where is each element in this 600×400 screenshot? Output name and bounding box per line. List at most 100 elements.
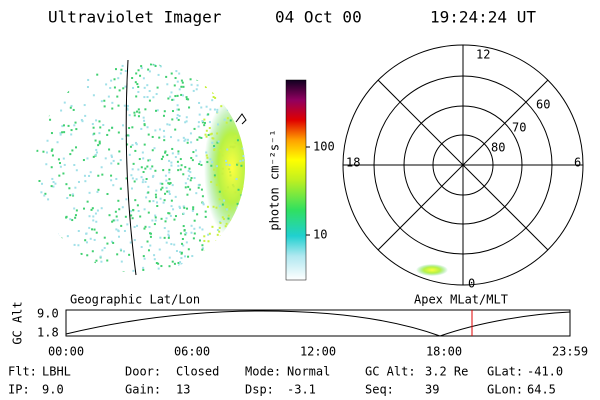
speckle bbox=[240, 195, 243, 198]
info-value: LBHL bbox=[42, 365, 71, 379]
speckle bbox=[75, 128, 78, 131]
speckle bbox=[137, 209, 140, 212]
speckle bbox=[92, 133, 95, 136]
speckle bbox=[110, 154, 113, 157]
speckle bbox=[168, 193, 171, 196]
speckle bbox=[204, 86, 207, 89]
speckle bbox=[208, 127, 211, 130]
speckle bbox=[198, 226, 201, 229]
speckle bbox=[52, 72, 55, 75]
speckle bbox=[196, 84, 199, 87]
speckle bbox=[155, 109, 158, 112]
speckle bbox=[200, 259, 203, 262]
speckle bbox=[92, 126, 95, 129]
speckle bbox=[146, 96, 149, 99]
speckle bbox=[56, 87, 59, 90]
speckle bbox=[219, 242, 222, 245]
speckle bbox=[86, 157, 89, 160]
speckle bbox=[75, 259, 78, 262]
speckle bbox=[73, 164, 76, 167]
speckle bbox=[169, 214, 172, 217]
speckle bbox=[213, 259, 216, 262]
speckle bbox=[221, 167, 224, 170]
speckle bbox=[51, 148, 54, 151]
speckle bbox=[88, 191, 91, 194]
speckle bbox=[140, 127, 143, 130]
alt-xtick-label: 18:00 bbox=[426, 345, 462, 359]
speckle bbox=[35, 201, 38, 204]
alt-xtick-label: 23:59 bbox=[552, 345, 588, 359]
speckle bbox=[223, 239, 226, 242]
speckle bbox=[168, 265, 171, 268]
speckle bbox=[154, 169, 157, 172]
speckle bbox=[233, 240, 236, 243]
info-label: Dsp: bbox=[245, 383, 274, 397]
speckle bbox=[148, 200, 151, 203]
info-label: Seq: bbox=[365, 383, 394, 397]
speckle bbox=[171, 118, 174, 121]
mlt-label: 0 bbox=[468, 277, 475, 291]
speckle bbox=[198, 239, 201, 242]
speckle bbox=[244, 198, 245, 201]
speckle bbox=[234, 98, 237, 101]
speckle bbox=[106, 133, 109, 136]
speckle bbox=[218, 230, 221, 233]
speckle bbox=[243, 218, 245, 221]
speckle bbox=[228, 63, 231, 66]
speckle bbox=[175, 250, 178, 253]
speckle bbox=[162, 169, 165, 172]
speckle bbox=[126, 108, 129, 111]
speckle bbox=[219, 235, 222, 238]
alt-tick-label: 9.0 bbox=[37, 307, 59, 321]
speckle bbox=[184, 255, 187, 258]
speckle bbox=[229, 271, 232, 273]
speckle bbox=[213, 175, 216, 178]
speckle bbox=[39, 257, 42, 260]
speckle bbox=[112, 241, 115, 244]
lat-label: 80 bbox=[491, 141, 505, 155]
speckle bbox=[227, 217, 230, 220]
speckle bbox=[39, 253, 42, 256]
speckle bbox=[201, 248, 204, 251]
speckle bbox=[59, 133, 62, 136]
speckle bbox=[188, 270, 191, 273]
speckle bbox=[167, 230, 170, 233]
speckle bbox=[229, 231, 232, 234]
speckle bbox=[97, 188, 100, 191]
speckle bbox=[163, 199, 166, 202]
speckle bbox=[131, 177, 134, 180]
speckle bbox=[93, 228, 96, 231]
speckle bbox=[221, 240, 224, 243]
speckle bbox=[137, 69, 140, 72]
speckle bbox=[137, 85, 140, 88]
speckle bbox=[177, 118, 180, 121]
info-label: Flt: bbox=[8, 365, 37, 379]
speckle bbox=[182, 85, 185, 88]
speckle bbox=[134, 141, 137, 144]
speckle bbox=[233, 234, 236, 237]
speckle bbox=[167, 235, 170, 238]
speckle bbox=[147, 68, 150, 71]
speckle bbox=[80, 252, 83, 255]
speckle bbox=[190, 224, 193, 227]
speckle bbox=[171, 147, 174, 150]
speckle bbox=[168, 212, 171, 215]
speckle bbox=[216, 132, 219, 135]
speckle bbox=[199, 65, 202, 68]
speckle bbox=[184, 138, 187, 141]
speckle bbox=[117, 131, 120, 134]
speckle bbox=[161, 182, 164, 185]
speckle bbox=[131, 217, 134, 220]
speckle bbox=[36, 227, 39, 230]
speckle bbox=[119, 248, 122, 251]
speckle bbox=[195, 192, 198, 195]
speckle bbox=[94, 139, 97, 142]
speckle bbox=[203, 239, 206, 242]
speckle bbox=[45, 151, 48, 154]
speckle bbox=[221, 203, 224, 206]
speckle bbox=[234, 191, 237, 194]
speckle bbox=[166, 154, 169, 157]
speckle bbox=[177, 150, 180, 153]
speckle bbox=[49, 81, 52, 84]
speckle bbox=[192, 206, 195, 209]
